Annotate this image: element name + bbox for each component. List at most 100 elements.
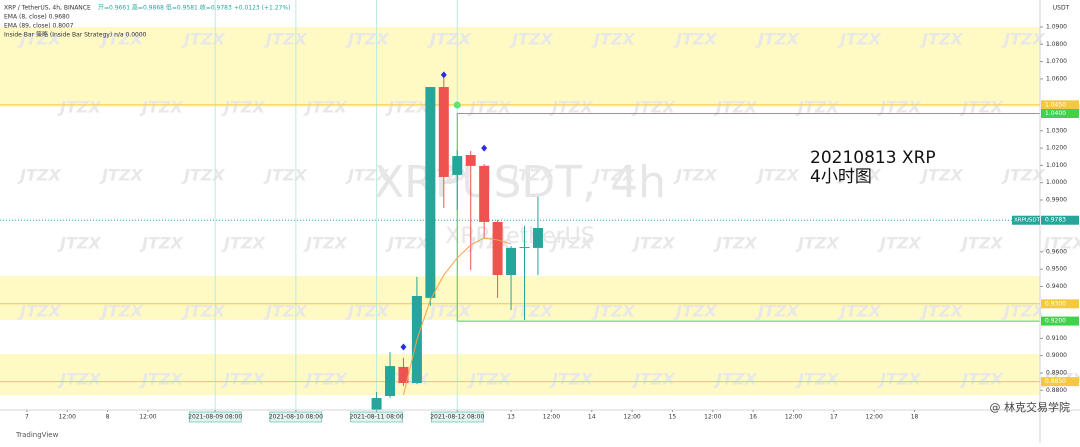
logo-mark: JTZX	[345, 166, 389, 185]
logo-mark: JTZX	[263, 30, 307, 49]
candle-body	[519, 247, 530, 249]
indicator: EMA (8, close) 0.9680	[4, 14, 70, 21]
x-tick-label: 18	[911, 414, 919, 421]
x-tick-label: 8	[106, 414, 110, 421]
logo-mark: JTZX	[509, 166, 553, 185]
logo-mark: JTZX	[303, 98, 347, 117]
x-tick-label: 12:00	[59, 414, 76, 421]
logo-mark: JTZX	[17, 166, 61, 185]
x-tick-label: 15	[669, 414, 677, 421]
logo-mark: JTZX	[673, 166, 717, 185]
logo-mark: JTZX	[631, 234, 675, 253]
y-tick-label: 1.0000	[1046, 179, 1067, 186]
x-tick-label: 2021-08-09 08:00	[188, 414, 242, 421]
candle-body	[465, 155, 476, 166]
logo-mark: JTZX	[755, 302, 799, 321]
price-tag-label: 0.9200	[1045, 318, 1066, 325]
symbol-tag-label: XRPUSDT	[1014, 218, 1041, 224]
zone	[0, 26, 1040, 107]
logo-mark: JTZX	[837, 166, 881, 185]
logo-mark: JTZX	[181, 166, 225, 185]
x-tick-label: 2021-08-12 08:00	[430, 414, 484, 421]
candle-body	[492, 221, 503, 276]
signal-marker	[400, 343, 407, 351]
logo-mark: JTZX	[837, 30, 881, 49]
logo-mark: JTZX	[99, 30, 143, 49]
x-tick-label: 12:00	[785, 414, 802, 421]
price-tag	[1041, 100, 1079, 110]
indicator: Inside Bar 策略 (Inside Bar Strategy) n/a …	[4, 31, 147, 39]
logo-mark: JTZX	[877, 98, 921, 117]
price-tag-label: 1.0450	[1045, 101, 1066, 108]
price-tag	[1041, 108, 1079, 118]
y-tick-label: 0.9400	[1046, 283, 1067, 290]
candle-body	[398, 366, 409, 384]
logo-mark: JTZX	[57, 370, 101, 389]
x-tick-label: 16	[749, 414, 757, 421]
logo-mark: JTZX	[385, 234, 429, 253]
y-tick-label: 0.8800	[1046, 387, 1067, 394]
logo-mark: JTZX	[673, 302, 717, 321]
logo-mark: JTZX	[427, 302, 471, 321]
candle-body	[385, 366, 396, 396]
logo-mark: JTZX	[549, 370, 593, 389]
signal-marker	[440, 71, 447, 79]
x-tick-label: 2021-08-10 08:00	[269, 414, 323, 421]
logo-mark: JTZX	[919, 166, 963, 185]
logo-mark: JTZX	[181, 302, 225, 321]
brand: TradingView	[15, 431, 59, 439]
logo-mark: JTZX	[181, 30, 225, 49]
logo-mark: JTZX	[877, 370, 921, 389]
candle-body	[371, 398, 382, 410]
logo-mark: JTZX	[1001, 30, 1045, 49]
logo-mark: JTZX	[549, 98, 593, 117]
logo-mark: JTZX	[795, 98, 839, 117]
candle-body	[438, 87, 449, 177]
ema-line	[402, 237, 512, 396]
logo-mark: JTZX	[139, 370, 183, 389]
logo-mark: JTZX	[385, 98, 429, 117]
watermark: XRPUSDT, 4h	[374, 157, 666, 208]
logo-mark: JTZX	[549, 234, 593, 253]
logo-mark: JTZX	[959, 98, 1003, 117]
logo-mark: JTZX	[303, 234, 347, 253]
x-tick-label: 12:00	[704, 414, 721, 421]
price-tag	[1041, 299, 1079, 309]
x-tick-label: 17	[830, 414, 838, 421]
annotation: 4小时图	[810, 167, 872, 187]
title: XRP / TetherUS, 4h, BINANCE	[4, 5, 91, 12]
logo-mark: JTZX	[509, 302, 553, 321]
zone	[0, 353, 1040, 395]
logo-mark: JTZX	[591, 302, 635, 321]
y-tick-label: 1.0100	[1046, 162, 1067, 169]
logo-mark: JTZX	[467, 370, 511, 389]
price-tag-label: 0.8850	[1045, 378, 1066, 385]
logo-mark: JTZX	[57, 234, 101, 253]
price-tag	[1041, 377, 1079, 387]
y-tick-label: 1.0300	[1046, 127, 1067, 134]
logo-mark: JTZX	[755, 166, 799, 185]
logo-mark: JTZX	[221, 234, 265, 253]
zone	[0, 276, 1040, 321]
y-tick-label: 0.9100	[1046, 335, 1067, 342]
price-tag-label: 0.9300	[1045, 300, 1066, 307]
x-tick-label: 12:00	[623, 414, 640, 421]
symbol-tag	[1012, 215, 1040, 225]
logo-mark: JTZX	[959, 234, 1003, 253]
x-tick-label: 7	[25, 414, 29, 421]
y-tick-label: 0.8900	[1046, 369, 1067, 376]
x-tick-label: 12:00	[543, 414, 560, 421]
logo-mark: JTZX	[221, 370, 265, 389]
logo-mark: JTZX	[919, 302, 963, 321]
logo-mark: JTZX	[713, 98, 757, 117]
logo-mark: JTZX	[713, 234, 757, 253]
y-tick-label: 0.9500	[1046, 266, 1067, 273]
logo-mark: JTZX	[303, 370, 347, 389]
candle-body	[425, 87, 436, 298]
price-tag	[1041, 316, 1079, 326]
y-tick-label: 1.0900	[1046, 23, 1067, 30]
logo-mark: JTZX	[345, 30, 389, 49]
logo-mark: JTZX	[57, 98, 101, 117]
signal-marker	[481, 144, 488, 152]
logo-mark: JTZX	[877, 234, 921, 253]
